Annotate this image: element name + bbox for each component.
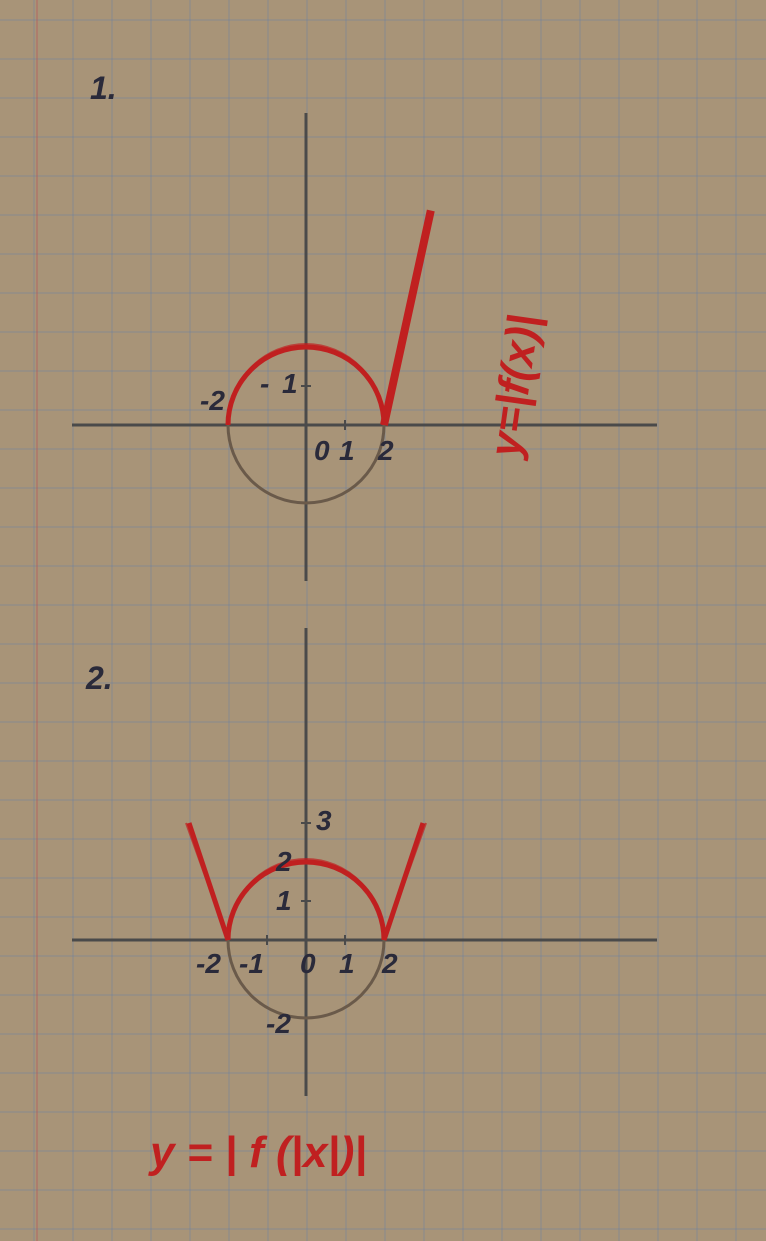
axis-label: -1 (239, 948, 264, 980)
axis-label: 1 (276, 885, 292, 917)
axis-label: 0 (314, 435, 330, 467)
axis-label: 3 (316, 805, 332, 837)
axis-label: 1 (282, 368, 298, 400)
axis-label: -2 (196, 948, 221, 980)
axis-label: - (260, 368, 269, 400)
axis-label: 2 (382, 948, 398, 980)
axis-label: -2 (266, 1008, 291, 1040)
axis-label: -2 (200, 385, 225, 417)
axis-label: 1 (339, 435, 355, 467)
chart-2-formula: y = | f (|x|)| (150, 1128, 367, 1178)
axis-label: 1 (339, 948, 355, 980)
axis-label: 2 (378, 435, 394, 467)
chart-2 (0, 0, 766, 1241)
axis-label: 2 (276, 846, 292, 878)
axis-label: 0 (300, 948, 316, 980)
